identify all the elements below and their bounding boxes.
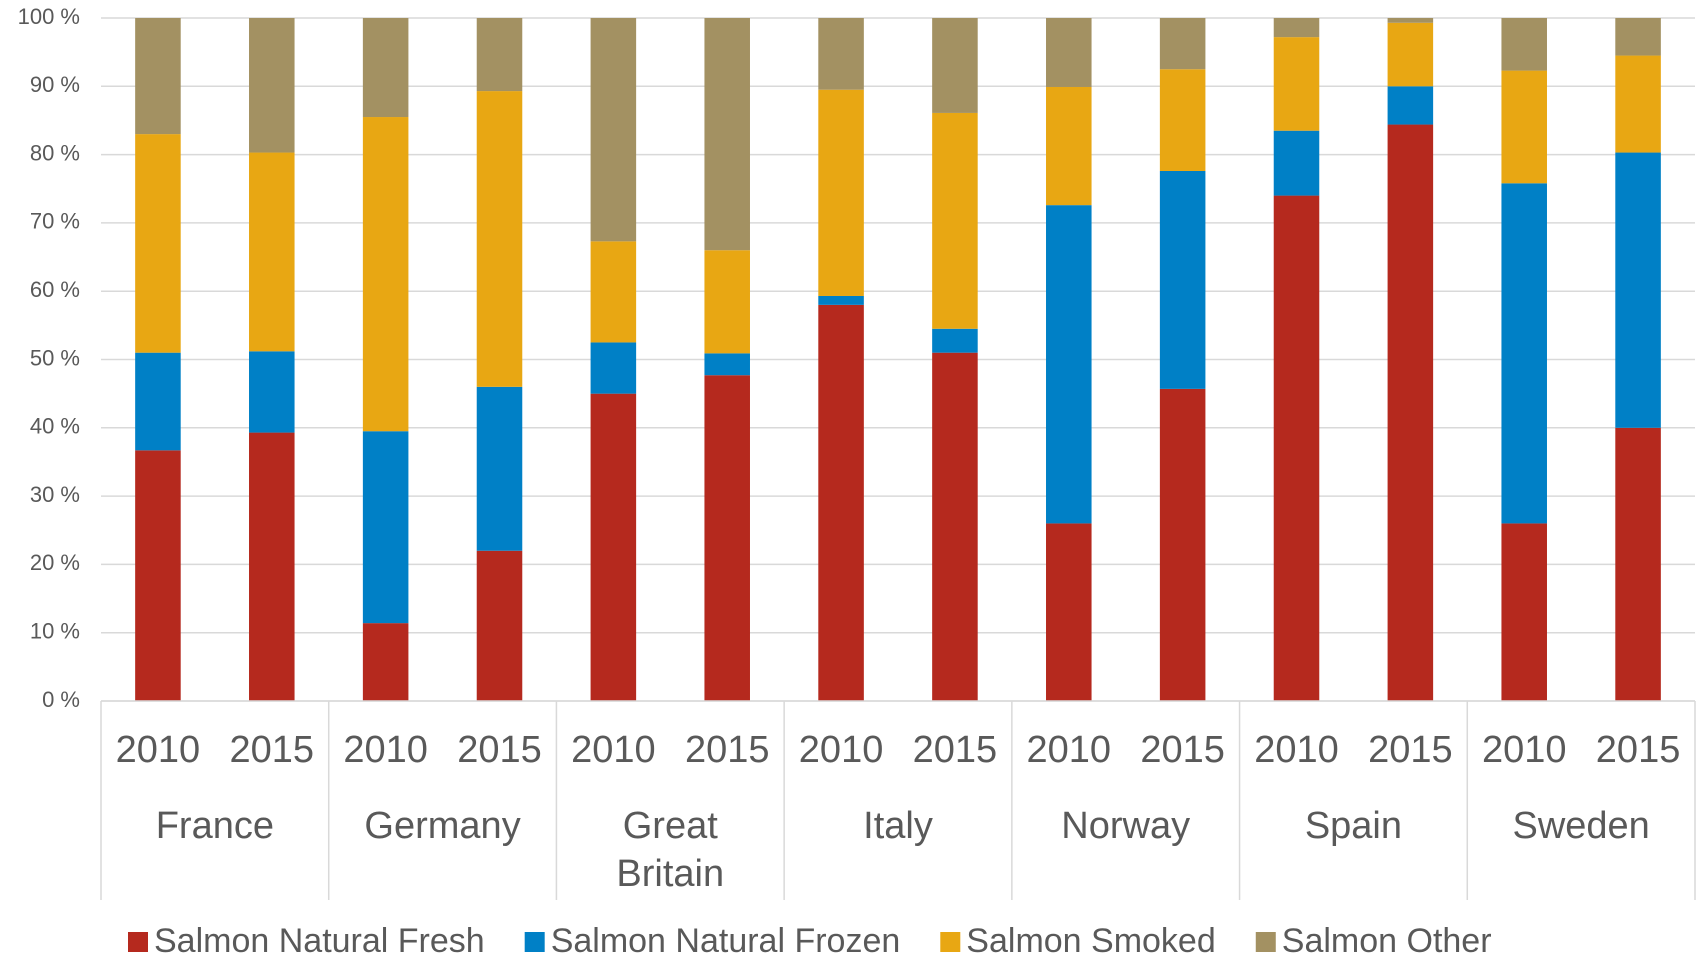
y-tick-label: 30 %	[30, 482, 80, 507]
x-tick-label: 2010	[1254, 729, 1339, 771]
bar-segment	[590, 342, 637, 394]
bar-segment	[476, 18, 523, 92]
x-tick-label: 2015	[913, 729, 998, 771]
x-tick-label: 2010	[343, 729, 428, 771]
bar-segment	[1159, 18, 1206, 70]
bar-segment	[476, 386, 523, 551]
bar-segment	[249, 18, 295, 153]
bar-segment	[704, 250, 750, 354]
bar-segment	[135, 134, 181, 353]
y-tick-label: 90 %	[30, 72, 80, 97]
bar-segment	[590, 241, 637, 343]
bar-segment	[1501, 523, 1547, 701]
x-tick-label: 2010	[1482, 729, 1567, 771]
bar-segment	[249, 152, 295, 352]
y-tick-label: 10 %	[30, 619, 80, 644]
bar-segment	[362, 18, 409, 118]
group-label: Sweden	[1512, 805, 1649, 847]
bar-segment	[1387, 86, 1434, 125]
y-tick-label: 100 %	[18, 4, 80, 29]
bar-segment	[135, 352, 181, 451]
bar-segment	[1387, 124, 1434, 702]
bar-segment	[362, 117, 409, 432]
bar-segment	[704, 353, 750, 376]
bar-segment	[249, 432, 295, 701]
x-tick-label: 2010	[799, 729, 884, 771]
bar-segment	[476, 91, 523, 387]
bar-segment	[1501, 183, 1547, 524]
bar-segment	[362, 431, 409, 624]
bar-segment	[1387, 18, 1434, 23]
bar-segment	[1615, 55, 1661, 153]
bar-segment	[1615, 152, 1661, 428]
group-label: Great Britain	[616, 805, 724, 895]
x-tick-label: 2015	[1368, 729, 1453, 771]
bar-segment	[932, 112, 978, 329]
x-tick-label: 2015	[230, 729, 315, 771]
legend-label: Salmon Natural Frozen	[551, 922, 901, 959]
x-tick-label: 2015	[685, 729, 770, 771]
legend-swatch	[128, 932, 148, 952]
legend-swatch	[524, 932, 545, 952]
bar-segment	[932, 328, 978, 353]
bar-segment	[1046, 523, 1092, 701]
bar-segment	[590, 393, 637, 701]
bar-segment	[1159, 388, 1206, 701]
x-tick-label: 2015	[457, 729, 542, 771]
bar-segment	[1273, 37, 1320, 131]
y-tick-label: 50 %	[30, 345, 80, 370]
legend-label: Salmon Natural Fresh	[154, 922, 485, 959]
bar-segment	[1159, 69, 1206, 171]
bar-segment	[818, 18, 864, 90]
bar-segment	[476, 550, 523, 701]
group-label: Spain	[1305, 805, 1402, 847]
bar-segment	[249, 351, 295, 433]
bar-segment	[1046, 86, 1092, 206]
x-tick-label: 2010	[116, 729, 201, 771]
legend-swatch	[1255, 932, 1276, 952]
bar-segment	[1615, 18, 1661, 56]
legend-label: Salmon Smoked	[966, 922, 1215, 959]
group-label: France	[156, 805, 274, 847]
bar-segment	[135, 18, 181, 135]
bar-segment	[1046, 205, 1092, 524]
x-tick-label: 2015	[1140, 729, 1225, 771]
bar-segment	[1046, 18, 1092, 87]
bar-segment	[818, 295, 864, 305]
bar-segment	[135, 450, 181, 701]
bar-segment	[1273, 130, 1320, 196]
bar-segment	[1273, 195, 1320, 701]
y-tick-label: 70 %	[30, 209, 80, 234]
group-label: Italy	[863, 805, 933, 847]
bar-segment	[932, 352, 978, 701]
x-tick-label: 2010	[1027, 729, 1112, 771]
bar-segment	[362, 623, 409, 701]
y-tick-label: 40 %	[30, 414, 80, 439]
x-tick-label: 2015	[1596, 729, 1681, 771]
bar-segment	[1387, 22, 1434, 87]
bar-segment	[1501, 18, 1547, 71]
y-tick-label: 60 %	[30, 277, 80, 302]
bar-segment	[1159, 170, 1206, 389]
y-tick-label: 80 %	[30, 140, 80, 165]
y-tick-label: 20 %	[30, 550, 80, 575]
bar-segment	[1501, 70, 1547, 184]
group-label-line: Great	[623, 805, 718, 847]
bar-segment	[818, 304, 864, 701]
group-label-line: Britain	[616, 853, 724, 895]
bar-segment	[932, 18, 978, 113]
bar-segment	[704, 18, 750, 251]
bar-segment	[590, 18, 637, 242]
group-label: Germany	[364, 805, 520, 847]
y-tick-label: 0 %	[42, 687, 80, 712]
legend-swatch	[940, 932, 961, 952]
bar-segment	[1615, 427, 1661, 701]
bar-segment	[1273, 18, 1320, 38]
legend-label: Salmon Other	[1282, 922, 1492, 959]
bar-segment	[704, 375, 750, 701]
group-label: Norway	[1061, 805, 1190, 847]
x-tick-label: 2010	[571, 729, 656, 771]
bar-segment	[818, 89, 864, 296]
